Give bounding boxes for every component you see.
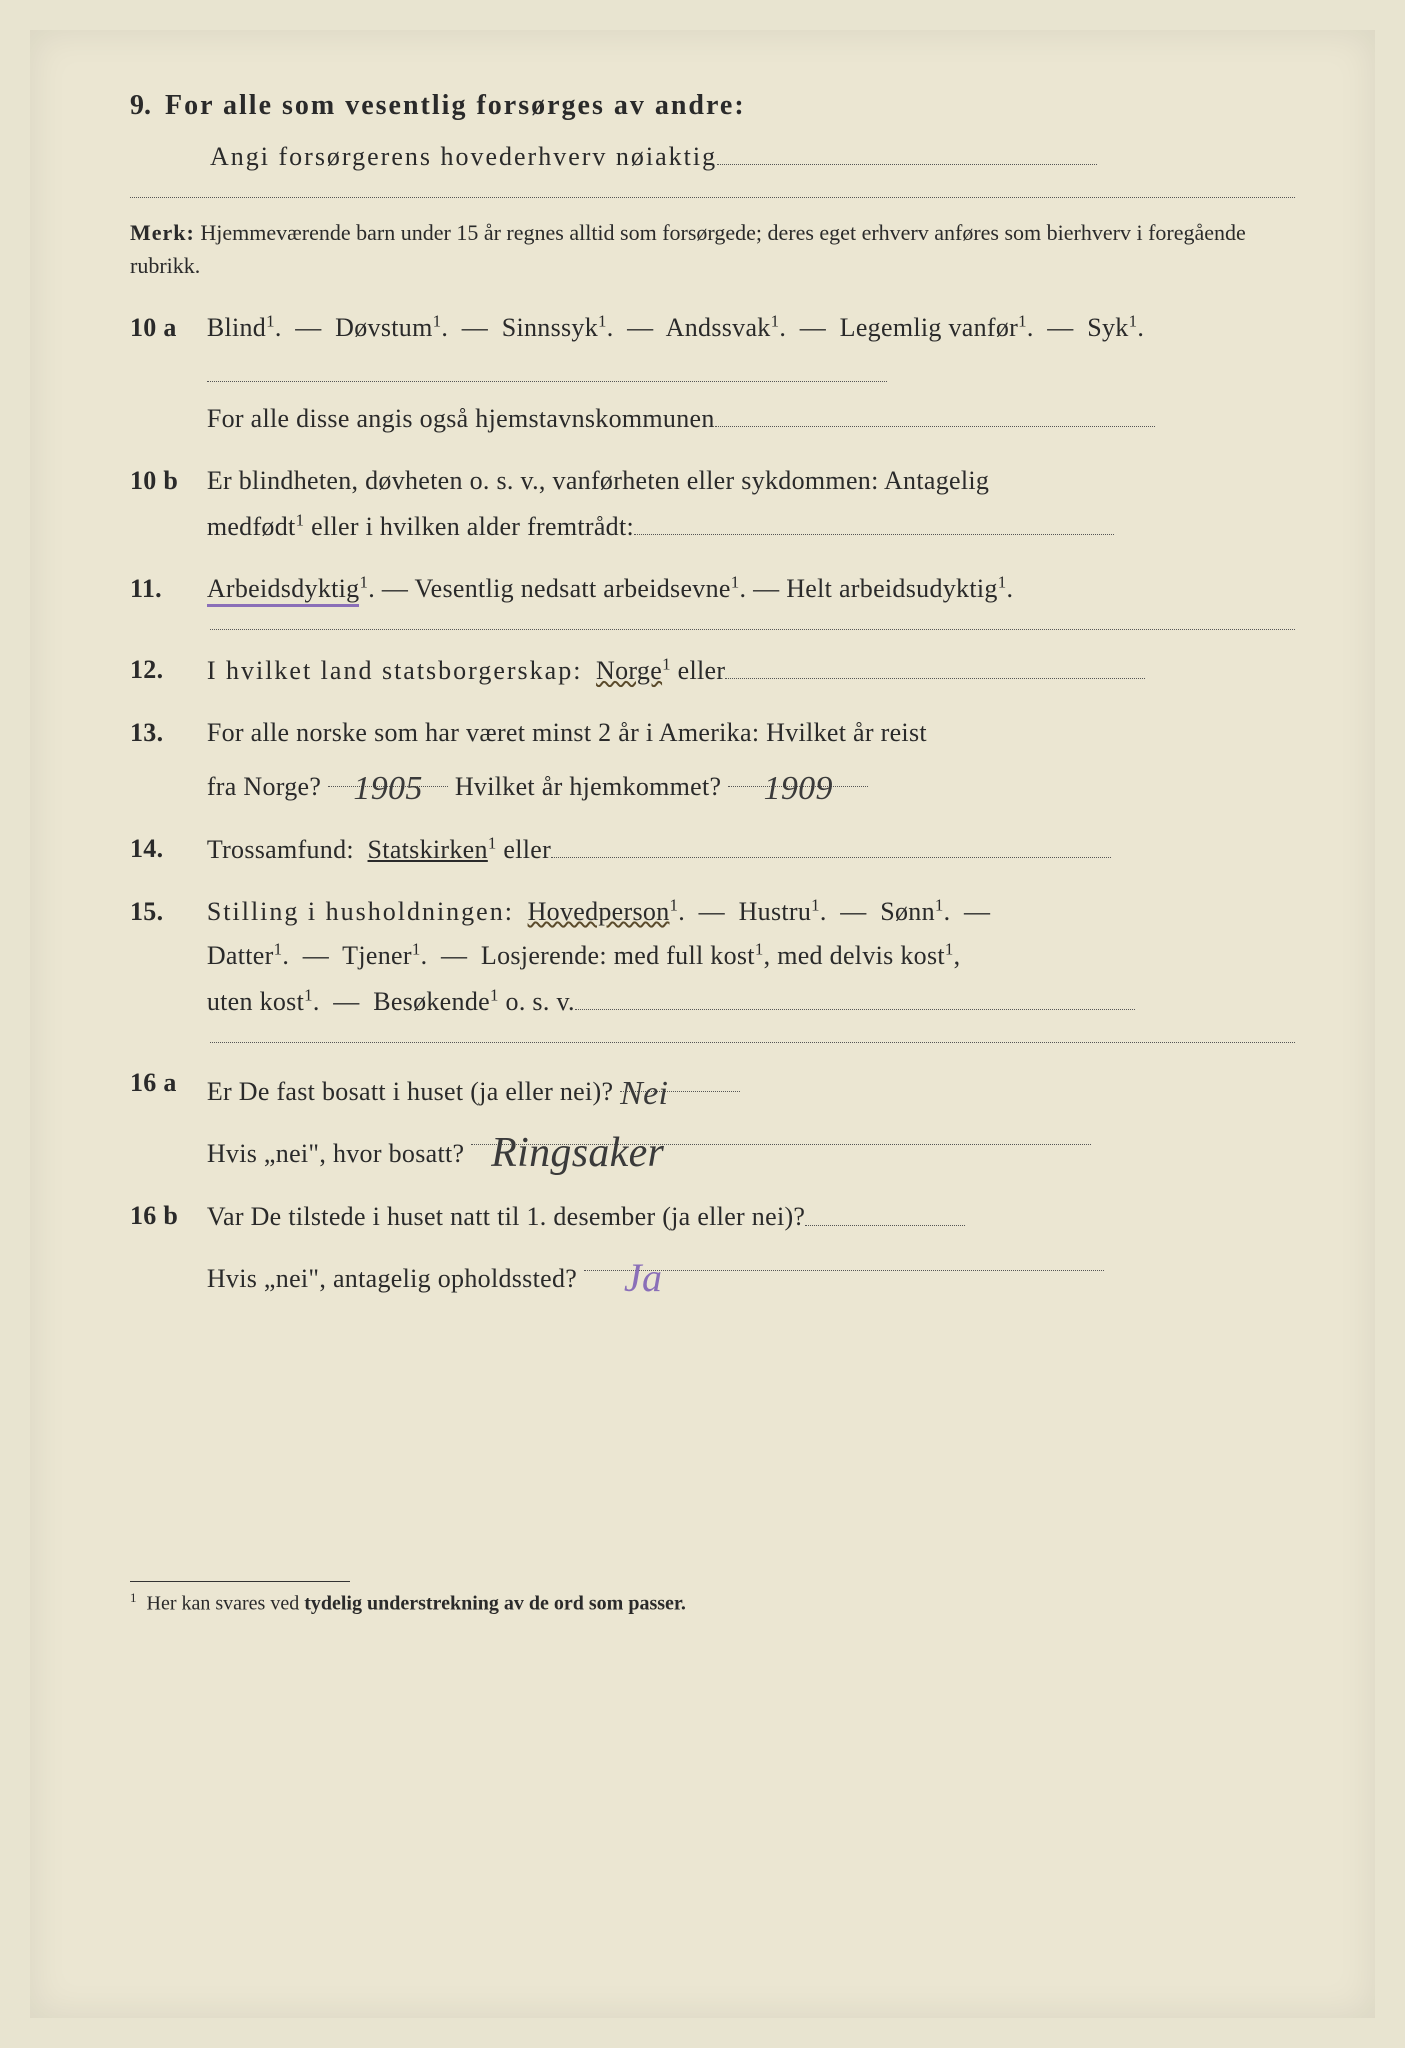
merk-label: Merk: [130,220,195,245]
q16a-num: 16 a [130,1061,200,1105]
q10a-body: Blind1. — Døvstum1. — Sinnssyk1. — Andss… [207,306,1292,441]
q12: 12. I hvilket land statsborgerskap: Norg… [130,648,1295,693]
q9-num: 9. [130,90,151,121]
q16b: 16 b Var De tilstede i huset natt til 1.… [130,1194,1295,1301]
q14-body: Trossamfund: Statskirken1 eller [207,827,1292,872]
q16a-ans2: Ringsaker [491,1130,664,1176]
q15-body: Stilling i husholdningen: Hovedperson1. … [207,890,1292,1024]
q9-heading: 9. For alle som vesentlig forsørges av a… [130,90,1295,122]
q12-selected: Norge [596,656,662,685]
q9-head-text: For alle som vesentlig forsørges av andr… [165,90,746,121]
q10b-num: 10 b [130,459,200,503]
q10b-body: Er blindheten, døvheten o. s. v., vanfør… [207,459,1292,549]
q9-blank-line[interactable] [130,197,1295,198]
q14-selected: Statskirken [368,835,488,864]
q13-body: For alle norske som har været minst 2 år… [207,711,1292,808]
q10a-num: 10 a [130,306,200,350]
q13-ans2: 1909 [764,770,833,807]
q16b-body: Var De tilstede i huset natt til 1. dese… [207,1194,1292,1301]
q9-sub: Angi forsørgerens hovederhverv nøiaktig [210,134,1295,179]
q10a: 10 a Blind1. — Døvstum1. — Sinnssyk1. — … [130,306,1295,441]
q11-num: 11. [130,567,200,611]
q15-blank[interactable] [210,1042,1295,1043]
census-form-page: 9. For alle som vesentlig forsørges av a… [30,30,1375,2018]
q11-body: Arbeidsdyktig1. — Vesentlig nedsatt arbe… [207,567,1292,611]
q16a: 16 a Er De fast bosatt i huset (ja eller… [130,1061,1295,1176]
q15: 15. Stilling i husholdningen: Hovedperso… [130,890,1295,1024]
merk-note: Merk: Hjemmeværende barn under 15 år reg… [130,216,1295,282]
q13: 13. For alle norske som har været minst … [130,711,1295,808]
q13-num: 13. [130,711,200,755]
q11-blank[interactable] [210,629,1295,630]
footnote-rule [130,1581,350,1582]
q14: 14. Trossamfund: Statskirken1 eller [130,827,1295,872]
q12-body: I hvilket land statsborgerskap: Norge1 e… [207,648,1292,693]
q9-fill[interactable] [717,134,1097,165]
q14-num: 14. [130,827,200,871]
q11: 11. Arbeidsdyktig1. — Vesentlig nedsatt … [130,567,1295,611]
q16a-body: Er De fast bosatt i huset (ja eller nei)… [207,1061,1292,1176]
q15-selected: Hovedperson [528,897,670,926]
q15-num: 15. [130,890,200,934]
q16b-num: 16 b [130,1194,200,1238]
q13-ans1: 1905 [353,770,422,807]
q12-num: 12. [130,648,200,692]
q16a-ans1: Nei [620,1075,668,1112]
q11-selected: Arbeidsdyktig [207,574,360,607]
q16b-ans: Ja [624,1255,662,1300]
footnote: 1 Her kan svares ved tydelig understrekn… [130,1590,1295,1616]
merk-text: Hjemmeværende barn under 15 år regnes al… [130,220,1246,278]
q10b: 10 b Er blindheten, døvheten o. s. v., v… [130,459,1295,549]
